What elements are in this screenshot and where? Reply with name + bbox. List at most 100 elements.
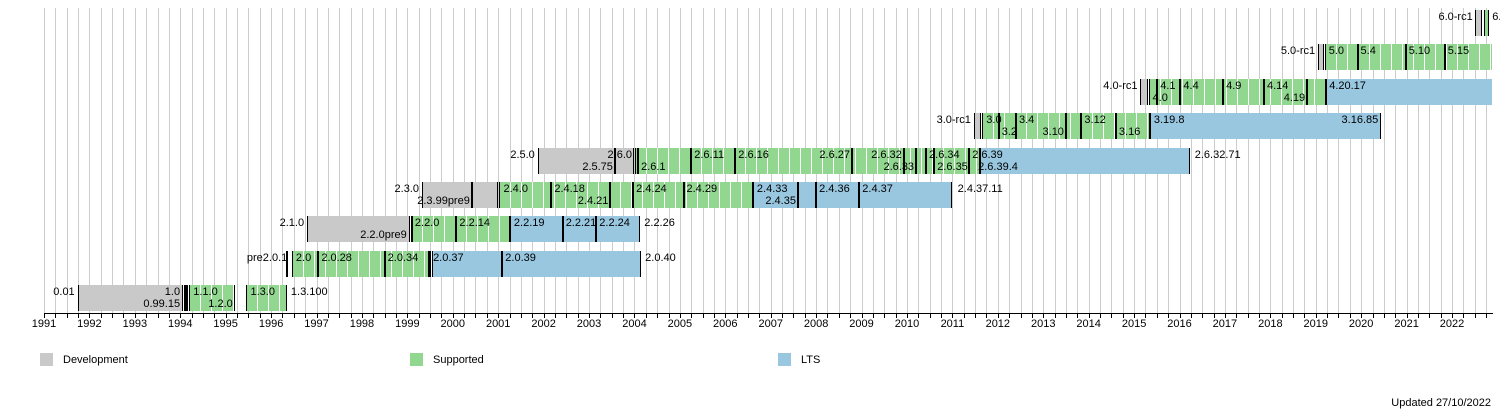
- year-label: 1993: [122, 318, 148, 330]
- axis-tick: [906, 314, 908, 318]
- axis-tick: [1190, 314, 1192, 318]
- gridline: [1486, 8, 1488, 313]
- axis-tick: [1031, 314, 1033, 318]
- release-tick: [1356, 44, 1359, 71]
- gridline: [509, 8, 511, 313]
- axis-tick: [1304, 314, 1306, 318]
- axis-tick: [1111, 314, 1113, 318]
- axis-tick: [657, 314, 659, 318]
- version-label: 2.2.14: [459, 217, 490, 230]
- version-label: 2.2.26: [644, 217, 675, 230]
- bar-segment-lts-4.x: [1325, 78, 1493, 105]
- year-label: 2003: [576, 318, 602, 330]
- axis-tick: [373, 314, 375, 318]
- axis-tick: [1281, 314, 1283, 318]
- version-label: 2.2.0pre9: [360, 229, 407, 242]
- axis-tick: [1258, 314, 1260, 318]
- axis-tick: [963, 314, 965, 318]
- axis-tick: [1145, 314, 1147, 318]
- year-label: 1994: [168, 318, 193, 330]
- release-tick: [561, 216, 564, 243]
- version-label: 2.6.11: [694, 148, 725, 161]
- gridline: [66, 8, 68, 313]
- gridline: [1338, 8, 1340, 313]
- gridline: [475, 8, 477, 313]
- version-label: 2.6.39: [972, 148, 1003, 161]
- year-label: 2020: [1348, 318, 1374, 330]
- axis-tick: [838, 314, 840, 318]
- axis-tick: [180, 314, 182, 318]
- gridline: [498, 8, 500, 313]
- version-label: 2.2.24: [599, 217, 630, 230]
- axis-tick: [44, 314, 45, 318]
- bar-segment-dev-6.0: [1475, 10, 1482, 36]
- axis-tick: [532, 314, 534, 318]
- version-label: 3.16: [1118, 126, 1141, 139]
- release-tick: [902, 147, 905, 174]
- bar-segment-lts-2.6: [979, 147, 1191, 174]
- axis-tick: [566, 314, 568, 318]
- axis-tick: [804, 314, 806, 318]
- year-label: 2017: [1212, 318, 1238, 330]
- axis-tick: [623, 314, 625, 318]
- axis-tick: [895, 314, 897, 318]
- gridline: [520, 8, 522, 313]
- release-tick: [925, 147, 928, 174]
- bar-segment-dev-2.6: [537, 147, 635, 174]
- axis-tick: [1100, 314, 1101, 318]
- gridline: [157, 8, 159, 313]
- gridline: [350, 8, 352, 313]
- version-label: 5.0: [1328, 45, 1345, 58]
- release-tick: [186, 285, 189, 312]
- axis-tick: [134, 314, 136, 318]
- release-tick: [734, 147, 737, 174]
- axis-tick: [237, 314, 239, 318]
- gridline: [418, 8, 420, 313]
- release-tick: [317, 250, 320, 277]
- bar-segment-lts-3.x: [1150, 113, 1382, 140]
- release-tick: [1080, 113, 1083, 140]
- year-label: 2006: [713, 318, 738, 330]
- legend-label-lts: LTS: [801, 354, 821, 366]
- axis-tick: [168, 314, 170, 318]
- gridline: [634, 8, 636, 313]
- release-tick: [1443, 44, 1446, 71]
- axis-tick: [1452, 314, 1454, 318]
- year-label: 1998: [349, 318, 375, 330]
- supported-swatch: [410, 353, 423, 366]
- version-label: 2.4.0: [503, 183, 528, 195]
- axis-tick: [486, 314, 488, 318]
- version-label: 0.01: [53, 286, 75, 299]
- year-label: 2014: [1076, 318, 1101, 330]
- axis-tick: [872, 314, 874, 318]
- version-label: 4.20.17: [1329, 79, 1366, 92]
- axis-tick: [1054, 314, 1056, 318]
- bar-segment-sup-2.2: [410, 216, 510, 243]
- bar-segment-dev-2.4: [421, 182, 499, 208]
- year-label: 2019: [1303, 318, 1328, 330]
- version-label: 1.1.0: [193, 286, 218, 299]
- version-label: 4.4: [1183, 79, 1199, 92]
- axis-tick: [384, 314, 386, 318]
- legend-label-development: Development: [63, 354, 128, 366]
- bar-segment-dev-5.x: [1318, 44, 1324, 71]
- version-label: 2.5.75: [582, 160, 613, 173]
- year-label: 2004: [622, 318, 647, 330]
- gridline: [1406, 8, 1408, 313]
- gridline: [282, 8, 284, 313]
- bar-segment-dev-2.2: [306, 216, 410, 243]
- axis-tick: [191, 314, 193, 318]
- gridline: [180, 8, 182, 313]
- release-tick: [470, 182, 473, 208]
- version-label: 2.0: [295, 251, 312, 264]
- axis-tick: [929, 314, 931, 318]
- gridline: [1361, 8, 1363, 313]
- axis-tick: [452, 314, 454, 318]
- release-tick: [1404, 44, 1407, 71]
- year-label: 1995: [213, 318, 238, 330]
- axis-tick: [1417, 314, 1419, 318]
- release-tick: [915, 147, 918, 174]
- version-label: 2.2.0: [414, 217, 440, 230]
- version-label: 2.4.37.11: [957, 183, 1003, 195]
- release-tick: [690, 147, 693, 174]
